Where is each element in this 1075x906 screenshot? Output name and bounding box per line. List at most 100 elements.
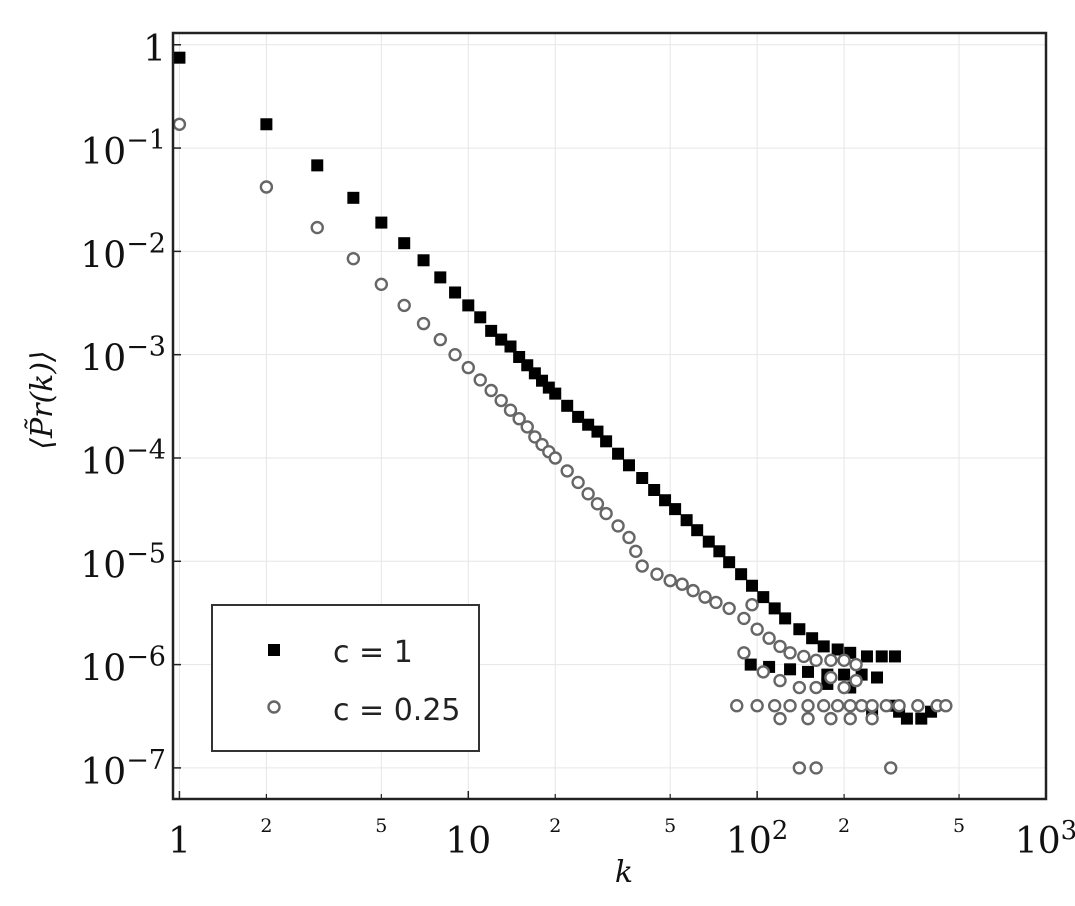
data-point-circle [737,646,751,660]
data-point-circle [809,761,823,775]
data-point-square [582,418,595,431]
data-point-circle [560,464,574,478]
x-axis-ticks: 1 10 102 103 2 5 2 5 2 5 [168,791,1075,862]
data-point-square [817,640,830,653]
data-point-circle [792,761,807,775]
data-point-circle [750,622,764,636]
legend-marker-c025 [267,700,281,714]
legend-label-c025: c = 0.25 [333,693,461,728]
y-axis-title: ⟨P̃r(k)⟩ [25,350,60,450]
data-point-circle [843,699,857,713]
data-point-square [784,663,797,676]
x-tick-label: 10 [445,821,491,862]
data-point-square [495,333,508,346]
data-point-square [831,643,844,656]
data-point-circle [346,251,361,266]
y-tick-label: 10−7 [80,745,166,793]
legend-marker-c1 [268,644,280,656]
data-point-circle [686,583,700,598]
data-point-square [659,494,672,507]
data-point-circle [484,383,498,398]
data-point-circle [773,673,787,688]
data-point-square [504,340,517,353]
data-point-square [744,658,757,671]
data-point-circle [884,761,898,775]
data-point-square [900,712,913,725]
data-point-circle [879,699,894,713]
data-point-circle [745,598,759,612]
data-point-square [669,503,682,516]
data-point-circle [837,680,851,695]
data-point-square [417,254,430,267]
x-tick-label: 1 [168,821,191,862]
data-point-square [691,524,704,537]
data-point-circle [494,393,508,408]
data-point-circle [849,673,863,688]
x-minor-tick-label: 5 [664,815,676,837]
x-minor-tick-label: 2 [260,815,272,837]
data-point-square [462,299,475,312]
data-point-circle [773,639,787,654]
data-point-circle [767,699,782,713]
data-point-circle [824,711,838,726]
data-point-circle [801,699,815,713]
data-point-circle [599,506,613,521]
series-2 [172,117,953,775]
data-point-square [561,399,574,412]
data-point-circle [520,420,534,434]
data-point-circle [849,657,863,672]
series-layer [172,51,953,775]
data-point-square [612,447,625,460]
data-point-circle [512,412,526,426]
data-point-circle [843,711,857,726]
data-point-circle [503,403,518,417]
data-point-square [793,623,806,636]
data-point-circle [698,590,712,604]
data-point-square [746,579,759,592]
y-tick-label: 10−1 [80,125,166,173]
data-point-square [860,650,873,663]
legend-label-c1: c = 1 [333,635,413,670]
data-point-circle [801,711,815,726]
gridlines [173,33,1047,799]
data-point-circle [310,220,324,235]
y-tick-label: 10−2 [80,228,166,276]
data-point-circle [663,573,677,588]
data-point-square [871,671,884,684]
data-point-circle [865,711,879,726]
data-point-square [838,668,851,681]
data-point-circle [762,631,776,645]
data-point-circle [172,117,187,131]
data-point-circle [911,699,925,713]
y-axis-ticks: 1 10−1 10−2 10−3 10−4 10−5 10−6 10−7 [80,29,181,793]
data-point-circle [709,595,723,610]
data-point-circle [571,475,585,490]
data-point-circle [548,451,562,465]
data-point-circle [650,567,664,581]
data-point-square [713,545,726,558]
y-tick-label: 10−5 [80,538,166,586]
legend: c = 1 c = 0.25 [211,604,480,752]
data-point-circle [448,347,462,362]
data-point-square [600,435,613,448]
data-point-square [375,216,388,229]
data-point-circle [773,711,787,726]
data-point-circle [792,680,807,695]
data-point-circle [737,611,751,626]
x-tick-label: 103 [1015,816,1075,862]
data-point-square [347,191,360,204]
data-point-square [735,568,748,581]
data-point-circle [374,277,389,292]
data-point-square [888,650,901,663]
data-point-circle [797,649,811,664]
data-point-square [680,514,693,527]
y-tick-label: 10−3 [80,332,166,380]
x-minor-tick-label: 5 [953,815,965,837]
data-point-square [802,665,815,678]
x-axis-title: k [615,855,633,890]
data-point-square [260,118,273,131]
data-point-circle [675,577,689,591]
data-point-circle [259,180,274,194]
data-point-circle [824,653,838,668]
